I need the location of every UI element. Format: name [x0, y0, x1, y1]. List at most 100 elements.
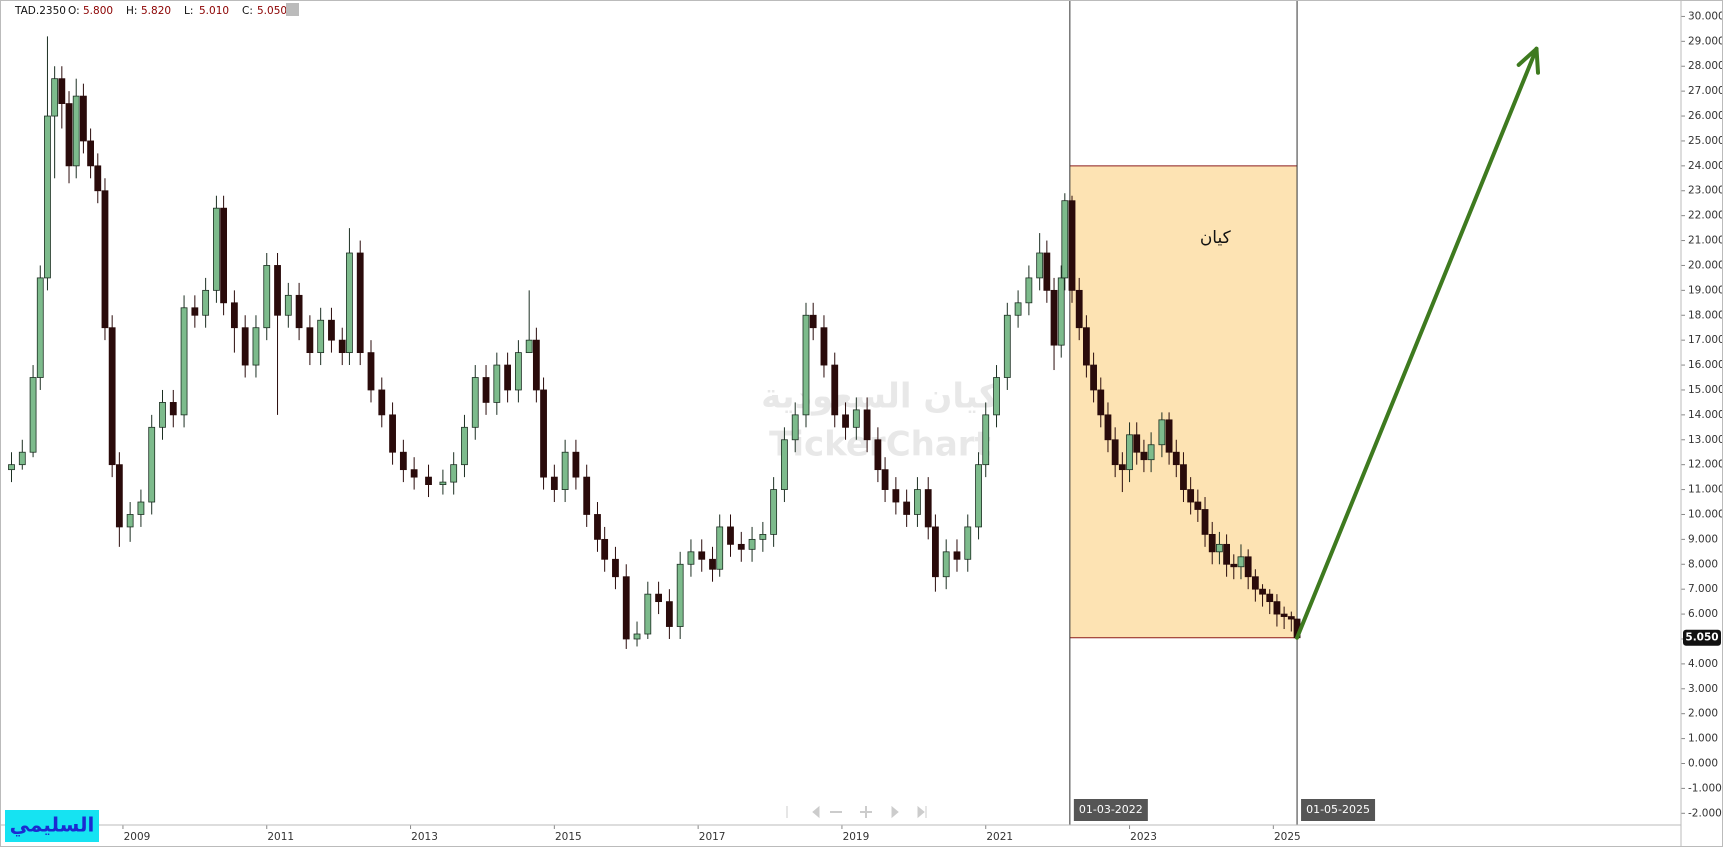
x-tick-label: 2023 [1130, 831, 1157, 843]
candle-body [378, 389, 386, 416]
candle-body [159, 402, 166, 428]
candle-body [1287, 616, 1295, 620]
candle-body [532, 339, 540, 391]
y-tick-label: 20.000 [1688, 259, 1723, 271]
y-tick-label: 1.000 [1688, 733, 1718, 745]
y-tick-label: 27.000 [1688, 85, 1723, 97]
candle-body [317, 319, 325, 354]
date-label: 01-05-2025 [1306, 803, 1370, 816]
candle-body [36, 277, 44, 378]
y-tick-label: 0.000 [1688, 757, 1718, 769]
candle-body [241, 327, 249, 366]
arrow [1295, 46, 1539, 640]
nav-left[interactable] [812, 805, 820, 819]
candle-body [137, 501, 145, 515]
header-menu[interactable] [286, 3, 299, 16]
candle-body [482, 377, 490, 403]
candle-body [108, 327, 116, 466]
candle-body [1061, 200, 1069, 279]
candle-body [306, 327, 314, 354]
candle-body [1180, 464, 1187, 490]
header-key: O: [68, 5, 80, 17]
date-label-box [1073, 799, 1148, 821]
nav-zoom-in[interactable] [860, 806, 872, 818]
x-tick-label: 2021 [986, 831, 1013, 843]
y-tick-label: 22.000 [1688, 210, 1723, 222]
candle-body [1172, 451, 1180, 466]
date-label-box [1301, 799, 1376, 821]
candle-body [1043, 252, 1051, 291]
candle-body [975, 464, 982, 528]
candle-body [914, 489, 921, 515]
candle-body [252, 327, 260, 366]
candle-body [1075, 289, 1083, 329]
candle-body [1068, 200, 1076, 291]
candle-body [874, 439, 882, 471]
candle-body [284, 294, 292, 316]
header-key: C: [242, 5, 253, 17]
candle-body [1194, 501, 1202, 510]
y-tick-label: 12.000 [1688, 459, 1723, 471]
candle-body [852, 409, 860, 428]
candle-body [504, 364, 512, 391]
candle-body [1090, 364, 1097, 391]
candle-body [101, 190, 109, 329]
last-price-label: 5.050 [1685, 632, 1718, 644]
y-tick-label: 3.000 [1688, 683, 1718, 695]
candle-body [220, 207, 228, 304]
candle-body [1104, 414, 1112, 441]
candle-body [230, 302, 238, 329]
header-value: 5.800 [83, 5, 113, 17]
candle-body [842, 414, 849, 428]
y-tick-label: 23.000 [1688, 185, 1723, 197]
candle-body [540, 389, 547, 478]
plot: 30.000 29.000 28.000 27.000 26.000 25.000 24.0… [8, 10, 1723, 843]
nav-controls[interactable] [786, 805, 927, 819]
candle-body [964, 526, 972, 560]
y-tick-label: 6.000 [1688, 608, 1718, 620]
y-tick-label: 13.000 [1688, 434, 1723, 446]
candle-body [525, 339, 533, 354]
candle-body [953, 551, 961, 560]
candle-body [583, 476, 591, 515]
candle-body [18, 451, 26, 466]
candle-body [8, 464, 15, 471]
y-tick-label: 24.000 [1688, 160, 1723, 172]
header-value: 5.820 [141, 5, 171, 17]
candle-body [561, 451, 569, 490]
candle-body [572, 451, 580, 478]
watermark: كيان السعودية [761, 377, 999, 417]
candle-body [439, 481, 447, 485]
nav-right[interactable] [891, 805, 899, 819]
y-tick-label: 14.000 [1688, 409, 1723, 421]
candle-body [802, 314, 810, 416]
header: TAD.2350 O: 5.800 H: 5.820 L: 5.010 C: 5.050 [14, 3, 299, 17]
y-tick-label: 16.000 [1688, 359, 1723, 371]
candle-body [1097, 389, 1105, 416]
logo-box [5, 810, 99, 842]
candle-body [514, 352, 522, 391]
candle-body [493, 364, 501, 403]
nav-end[interactable] [917, 805, 927, 819]
candle-body [809, 314, 817, 329]
candle-body [1126, 434, 1133, 471]
candle-body [72, 95, 80, 167]
header-value: 5.010 [199, 5, 229, 17]
candle-body [687, 551, 695, 565]
y-tick-label: 11.000 [1688, 484, 1723, 496]
candle-body [612, 558, 619, 578]
candle-body [1147, 444, 1155, 461]
candle-body [676, 563, 684, 627]
y-tick-label: 18.000 [1688, 309, 1723, 321]
candle-body [94, 165, 102, 192]
candle-body [748, 538, 756, 550]
candle-body [1187, 489, 1195, 503]
arrow-head [1534, 46, 1541, 75]
x-tick-label: 2019 [843, 831, 870, 843]
y-tick-label: 17.000 [1688, 334, 1723, 346]
candle-body [770, 489, 778, 535]
candle-body [1111, 439, 1119, 466]
candle-body [831, 364, 839, 416]
candle-body [655, 593, 662, 603]
